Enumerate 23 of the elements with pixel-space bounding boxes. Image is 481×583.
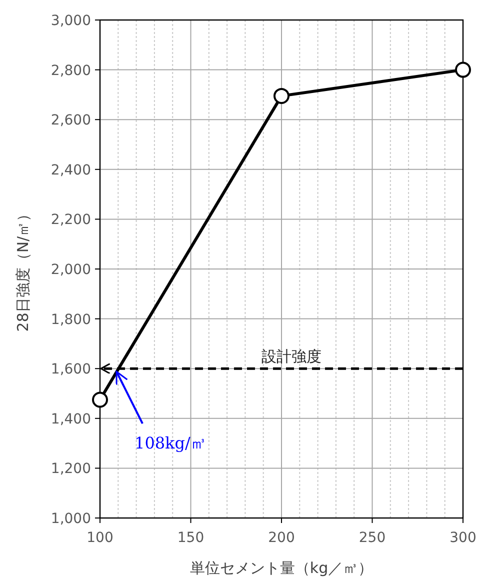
x-tick-label: 100 bbox=[86, 530, 114, 546]
annotation: 108kg/㎥ bbox=[134, 434, 206, 453]
y-axis-title: 28日強度（N/㎡） bbox=[14, 206, 32, 332]
point bbox=[455, 62, 471, 78]
point bbox=[92, 392, 108, 408]
y-tick-label: 1,000 bbox=[50, 511, 91, 527]
x-tick-label: 150 bbox=[177, 530, 204, 546]
y-tick-label: 2,000 bbox=[50, 262, 91, 278]
y-tick-label: 1,400 bbox=[50, 411, 91, 428]
x-tick-label: 300 bbox=[450, 530, 476, 546]
y-tick-label: 1,800 bbox=[50, 312, 91, 328]
x-axis-title: 単位セメント量（kg／㎥） bbox=[190, 559, 374, 577]
x-tick-label: 250 bbox=[358, 530, 386, 546]
point bbox=[274, 88, 290, 104]
y-tick-label: 1,600 bbox=[50, 362, 91, 378]
y-tick-label: 1,200 bbox=[50, 461, 91, 478]
x-tick-label: 200 bbox=[268, 530, 295, 546]
ref-line-label: 設計強度 bbox=[262, 348, 322, 366]
y-tick-label: 2,800 bbox=[50, 62, 91, 79]
y-tick-label: 2,400 bbox=[50, 162, 91, 178]
y-tick-label: 2,200 bbox=[50, 212, 91, 228]
y-tick-label: 3,000 bbox=[50, 13, 91, 29]
y-tick-label: 2,600 bbox=[50, 112, 91, 129]
